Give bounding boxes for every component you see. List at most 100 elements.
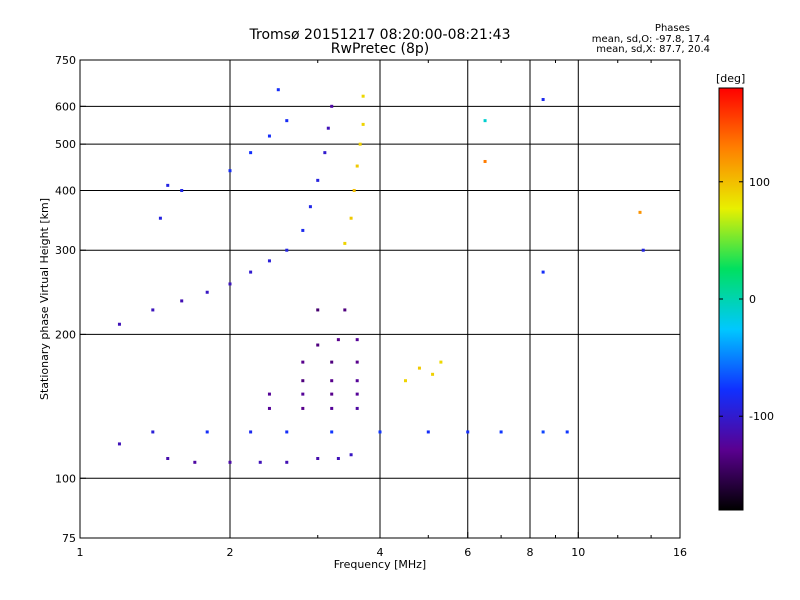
- x-tick-label: 4: [377, 546, 384, 559]
- y-tick-label: 750: [55, 54, 76, 67]
- data-point: [301, 406, 305, 410]
- data-point: [641, 248, 645, 252]
- data-point: [330, 430, 334, 434]
- data-point: [301, 228, 305, 232]
- x-tick-label: 6: [464, 546, 471, 559]
- data-point: [358, 142, 362, 146]
- y-axis: 75 100 200 300 400 500 600 750: [55, 54, 86, 545]
- y-tick-label: 75: [62, 532, 76, 545]
- colorbar-tick-label: 0: [749, 293, 756, 306]
- data-point: [323, 151, 327, 155]
- data-point: [330, 104, 334, 108]
- data-point: [308, 205, 312, 209]
- data-point: [249, 151, 253, 155]
- data-point: [355, 164, 359, 168]
- data-point: [151, 430, 155, 434]
- data-point: [326, 126, 330, 130]
- data-point: [158, 216, 162, 220]
- x-axis-title: Frequency [MHz]: [334, 558, 426, 571]
- data-point: [205, 290, 209, 294]
- data-point: [193, 460, 197, 464]
- phases-x-mode: mean, sd,X: 87.7, 20.4: [596, 44, 710, 55]
- data-point: [228, 169, 232, 173]
- x-axis: 1 2 4 6 8 10 16: [77, 60, 687, 559]
- data-point: [166, 183, 170, 187]
- x-tick-label: 10: [571, 546, 585, 559]
- data-point: [431, 372, 435, 376]
- chart-subtitle: RwPretec (8p): [330, 41, 430, 57]
- y-tick-label: 200: [55, 328, 76, 341]
- data-point: [638, 210, 642, 214]
- data-point: [180, 299, 184, 303]
- phases-o-mode: mean, sd,O: -97.8, 17.4: [591, 34, 710, 45]
- data-point: [330, 360, 334, 364]
- data-point: [439, 360, 443, 364]
- data-point: [355, 338, 359, 342]
- data-point: [355, 406, 359, 410]
- data-point: [117, 442, 121, 446]
- data-point: [301, 379, 305, 383]
- data-point: [541, 98, 545, 102]
- data-point: [330, 406, 334, 410]
- data-point: [249, 430, 253, 434]
- data-point: [180, 188, 184, 192]
- x-tick-label: 2: [227, 546, 234, 559]
- x-tick-label: 16: [673, 546, 687, 559]
- data-point: [343, 308, 347, 312]
- data-point: [417, 366, 421, 370]
- data-point: [355, 360, 359, 364]
- data-points: [117, 88, 645, 464]
- data-point: [316, 178, 320, 182]
- data-point: [151, 308, 155, 312]
- data-point: [343, 241, 347, 245]
- data-point: [267, 406, 271, 410]
- data-point: [285, 119, 289, 123]
- data-point: [316, 308, 320, 312]
- data-point: [301, 360, 305, 364]
- x-tick-label: 1: [77, 546, 84, 559]
- data-point: [228, 282, 232, 286]
- data-point: [267, 259, 271, 263]
- data-point: [355, 379, 359, 383]
- chart-title: Tromsø 20151217 08:20:00-08:21:43: [249, 27, 511, 43]
- data-point: [541, 430, 545, 434]
- y-tick-label: 400: [55, 184, 76, 197]
- y-tick-label: 500: [55, 138, 76, 151]
- y-axis-title: Stationary phase Virtual Height [km]: [38, 198, 51, 400]
- data-point: [301, 392, 305, 396]
- y-tick-label: 100: [55, 472, 76, 485]
- data-point: [330, 379, 334, 383]
- colorbar-tick-label: 100: [749, 176, 770, 189]
- data-point: [285, 460, 289, 464]
- data-point: [316, 456, 320, 460]
- data-point: [267, 392, 271, 396]
- data-point: [166, 456, 170, 460]
- data-point: [483, 159, 487, 163]
- data-point: [352, 188, 356, 192]
- data-point: [378, 430, 382, 434]
- data-point: [483, 119, 487, 123]
- data-point: [228, 460, 232, 464]
- y-tick-label: 600: [55, 100, 76, 113]
- data-point: [336, 456, 340, 460]
- data-point: [361, 94, 365, 98]
- phases-heading: Phases: [654, 23, 690, 34]
- data-point: [336, 338, 340, 342]
- x-tick-label: 8: [527, 546, 534, 559]
- data-point: [355, 392, 359, 396]
- data-point: [565, 430, 569, 434]
- data-point: [316, 343, 320, 347]
- data-point: [499, 430, 503, 434]
- grid-lines: [80, 60, 680, 538]
- data-point: [349, 453, 353, 457]
- data-point: [285, 248, 289, 252]
- colorbar-tick-label: -100: [749, 410, 774, 423]
- data-point: [349, 216, 353, 220]
- data-point: [249, 270, 253, 274]
- data-point: [285, 430, 289, 434]
- data-point: [258, 460, 262, 464]
- data-point: [426, 430, 430, 434]
- data-point: [117, 322, 121, 326]
- colorbar-ticks: 100 0 -100: [719, 176, 774, 423]
